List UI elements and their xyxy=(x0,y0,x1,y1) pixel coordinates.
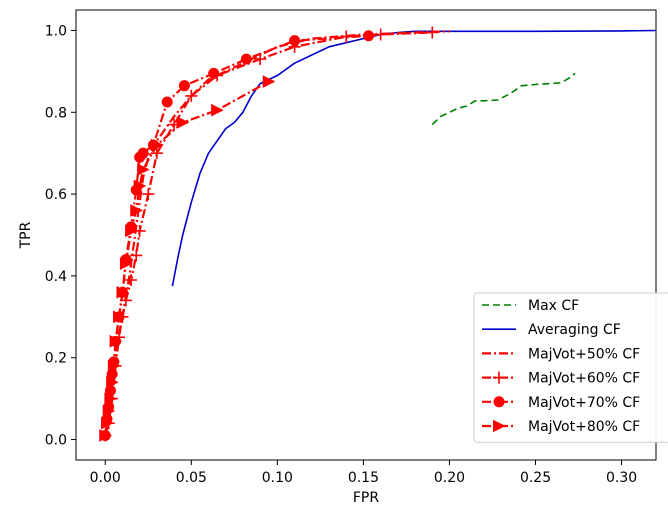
series-majvot-70-cf-point xyxy=(289,35,301,47)
x-axis-label: FPR xyxy=(353,490,379,506)
series-majvot-80-cf-point xyxy=(176,116,190,129)
x-tick-label: 0.10 xyxy=(262,470,293,486)
series-majvot-80-cf-point xyxy=(107,359,121,373)
series-majvot-60-cf-point xyxy=(142,188,155,201)
y-tick-label: 0.2 xyxy=(45,351,67,367)
y-tick-label: 0.4 xyxy=(45,269,67,285)
series-majvot-80-cf-point xyxy=(119,257,133,270)
legend-majvot-60-cf-point xyxy=(493,371,505,384)
series-majvot-60-cf-line xyxy=(104,31,433,436)
series-majvot-80-cf-point xyxy=(102,404,116,418)
series-averaging-cf xyxy=(171,29,657,287)
y-tick-label: 1.0 xyxy=(45,23,67,39)
x-tick-label: 0.00 xyxy=(90,470,121,486)
plot-frame xyxy=(75,9,657,461)
legend-majvot-50-cf-label: MajVot+50% CF xyxy=(528,346,640,362)
series-max-cf-line xyxy=(431,72,576,126)
x-tick-label: 0.20 xyxy=(434,470,465,486)
x-axis-ticks: 0.00 0.05 0.10 0.15 0.20 0.25 0.30 xyxy=(90,460,637,486)
plot-series xyxy=(99,26,657,442)
legend-averaging-cf-label: Averaging CF xyxy=(528,322,621,338)
series-majvot-50-cf-line xyxy=(104,30,450,436)
legend-majvot-70-cf-label: MajVot+70% CF xyxy=(528,395,640,411)
series-majvot-80-cf-point xyxy=(150,138,164,152)
series-majvot-70-cf-point xyxy=(137,147,149,159)
y-tick-label: 0.0 xyxy=(45,433,67,449)
series-majvot-70-cf-point xyxy=(363,30,375,42)
series-majvot-70-cf-line xyxy=(104,34,369,436)
x-tick-label: 0.25 xyxy=(520,470,551,486)
series-majvot-60-cf-point xyxy=(254,53,267,66)
series-majvot-80-cf-point xyxy=(262,75,276,88)
y-tick-label: 0.6 xyxy=(45,187,67,203)
legend-majvot-80-cf-point xyxy=(493,419,506,433)
y-tick-label: 0.8 xyxy=(45,105,67,121)
series-majvot-80-cf-point xyxy=(133,179,147,193)
legend: Max CF Averaging CF MajVot+50% CF MajVot+60… xyxy=(473,292,668,443)
x-tick-label: 0.15 xyxy=(348,470,379,486)
series-majvot-70-cf-point xyxy=(240,53,252,65)
legend-majvot-70-cf-point xyxy=(493,396,505,408)
legend-majvot-80-cf-label: MajVot+80% CF xyxy=(528,419,640,435)
series-majvot-60-cf-point xyxy=(130,249,143,262)
legend-box xyxy=(473,292,668,443)
series-majvot-70-cf-point xyxy=(208,67,220,79)
series-majvot-80-cf xyxy=(99,75,276,442)
series-majvot-80-cf-point xyxy=(211,103,224,117)
series-majvot-60-cf-point xyxy=(426,26,439,39)
series-majvot-80-cf-point xyxy=(99,429,112,442)
series-majvot-80-cf-point xyxy=(104,392,118,405)
y-axis-label: TPR xyxy=(18,221,34,249)
series-majvot-60-cf-point xyxy=(185,89,198,102)
series-majvot-50-cf xyxy=(104,30,450,436)
series-max-cf xyxy=(431,72,576,126)
series-majvot-80-cf-point xyxy=(106,375,119,389)
legend-max-cf-label: Max CF xyxy=(528,298,579,314)
series-majvot-80-cf-point xyxy=(130,204,143,217)
series-majvot-80-cf-point xyxy=(116,285,130,299)
series-majvot-70-cf-point xyxy=(178,80,190,92)
series-majvot-60-cf xyxy=(99,26,439,442)
series-averaging-cf-line xyxy=(171,29,657,287)
series-majvot-80-cf-point xyxy=(113,310,126,324)
series-majvot-70-cf-point xyxy=(161,96,173,108)
x-tick-label: 0.30 xyxy=(606,470,637,486)
y-axis-ticks: 0.0 0.2 0.4 0.6 0.8 1.0 xyxy=(45,23,76,449)
series-majvot-80-cf-point xyxy=(100,416,114,430)
series-majvot-60-cf-point xyxy=(374,28,387,41)
x-tick-label: 0.05 xyxy=(176,470,207,486)
series-majvot-80-cf-point xyxy=(137,163,150,176)
series-majvot-80-cf-point xyxy=(125,224,138,238)
series-majvot-60-cf-point xyxy=(125,274,138,286)
series-majvot-80-cf-point xyxy=(109,335,123,348)
legend-majvot-60-cf-label: MajVot+60% CF xyxy=(528,371,640,387)
series-majvot-70-cf xyxy=(99,30,375,441)
